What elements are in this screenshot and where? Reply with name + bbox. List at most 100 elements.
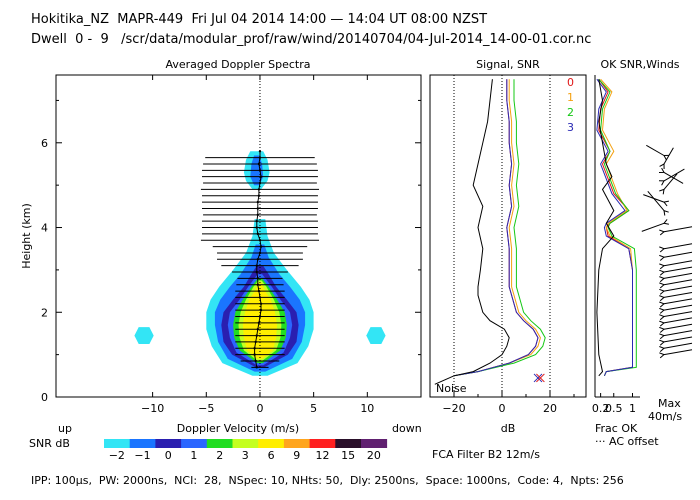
wind-barb bbox=[663, 173, 678, 190]
signal-frame bbox=[429, 74, 587, 398]
snr-line-3 bbox=[453, 79, 539, 377]
colorbar-swatch bbox=[129, 439, 156, 448]
colorbar-swatch bbox=[258, 439, 285, 448]
wind-barb-head bbox=[659, 282, 665, 289]
mean-velocity-point bbox=[255, 219, 258, 223]
colorbar: −2 −1 0 1 2 3 6 9 12 15 20 bbox=[104, 439, 388, 462]
winds-title: OK SNR,Winds bbox=[600, 58, 679, 71]
mean-velocity-point bbox=[259, 175, 263, 178]
fracok-line-0 bbox=[598, 78, 633, 377]
y-tick-label: 0 bbox=[41, 391, 48, 404]
mean-velocity-point bbox=[255, 366, 258, 369]
colorbar-tick-label: 12 bbox=[316, 449, 330, 462]
fca-filter-label: FCA Filter B2 12m/s bbox=[432, 448, 540, 461]
spectra-ylabel: Height (km) bbox=[20, 203, 33, 269]
contour-6-db bbox=[242, 282, 278, 359]
wind-barb-head bbox=[659, 246, 665, 253]
colorbar-swatch bbox=[181, 439, 208, 448]
winds-xlabel: Frac OK bbox=[595, 422, 638, 435]
wind-barb bbox=[663, 336, 693, 343]
wind-barb bbox=[663, 342, 693, 349]
mean-velocity-point bbox=[258, 251, 262, 255]
signal-xlabel: dB bbox=[501, 422, 516, 435]
wind-barb bbox=[663, 311, 693, 317]
y-tick-label: 4 bbox=[41, 222, 48, 235]
wind-barb bbox=[663, 304, 693, 311]
colorbar-tick-label: 20 bbox=[367, 449, 381, 462]
mean-velocity-point bbox=[258, 296, 262, 299]
wind-barb bbox=[663, 266, 693, 273]
wind-barb-head bbox=[659, 229, 665, 236]
noise-label: Noise bbox=[436, 382, 467, 395]
colorbar-tick-label: 15 bbox=[341, 449, 355, 462]
winds-max-value: 40m/s bbox=[648, 410, 682, 423]
wind-barb-head bbox=[663, 154, 670, 161]
mean-velocity-point bbox=[255, 226, 258, 229]
wind-barb-head bbox=[663, 209, 669, 216]
mean-velocity-point bbox=[256, 200, 260, 204]
fracok-lines bbox=[596, 78, 637, 377]
mean-velocity-point bbox=[256, 277, 260, 280]
x-tick-label: 0 bbox=[499, 402, 506, 415]
colorbar-tick-label: 2 bbox=[216, 449, 223, 462]
fracok-line-3 bbox=[596, 78, 633, 377]
x-tick-label: 0 bbox=[256, 402, 263, 415]
header-file-path: Dwell 0 - 9 /scr/data/modular_prof/raw/w… bbox=[31, 32, 592, 47]
label-down: down bbox=[392, 422, 422, 435]
wind-barb bbox=[663, 168, 685, 182]
wind-barb-head bbox=[658, 180, 665, 186]
label-up: up bbox=[58, 422, 72, 435]
wind-barb-head bbox=[659, 269, 665, 276]
x-tick-label: 5 bbox=[310, 402, 317, 415]
colorbar-tick-label: 0 bbox=[165, 449, 172, 462]
wind-barb-head bbox=[659, 333, 665, 340]
colorbar-tick-label: 9 bbox=[293, 449, 300, 462]
mean-velocity-point bbox=[258, 150, 262, 153]
mean-velocity-point bbox=[257, 289, 261, 293]
winds-axes: 0.20.5 1 bbox=[592, 393, 636, 415]
wind-barb-head bbox=[659, 320, 665, 327]
colorbar-tick-label: 6 bbox=[268, 449, 275, 462]
mean-velocity-point bbox=[255, 334, 258, 337]
fracok-line-ac-offset bbox=[596, 79, 615, 377]
wind-barb bbox=[663, 323, 693, 330]
winds-ac-offset: ··· AC offset bbox=[595, 435, 659, 448]
wind-barb bbox=[663, 317, 693, 324]
signal-legend: 0 1 2 3 bbox=[567, 76, 574, 134]
spectra-xlabel: Doppler Velocity (m/s) bbox=[177, 422, 299, 435]
wind-barb-head bbox=[659, 326, 665, 333]
mean-velocity-point bbox=[256, 232, 260, 236]
snr-line-0 bbox=[453, 79, 539, 377]
y-tick-label: 2 bbox=[41, 306, 48, 319]
wind-barb-head bbox=[659, 346, 665, 352]
mean-velocity-point bbox=[256, 213, 260, 217]
mean-velocity-point bbox=[259, 308, 263, 312]
wind-barb-head bbox=[659, 339, 665, 346]
mean-velocity-point bbox=[257, 321, 261, 325]
wind-barb-head bbox=[659, 288, 665, 295]
colorbar-swatch bbox=[232, 439, 259, 448]
x-tick-label: −20 bbox=[442, 402, 465, 415]
wind-barb bbox=[643, 194, 665, 203]
legend-entry: 0 bbox=[567, 76, 574, 89]
noise-marker bbox=[533, 373, 543, 383]
fracok-line-2 bbox=[598, 78, 637, 377]
snr-line-2 bbox=[453, 79, 546, 377]
mean-velocity-point bbox=[257, 188, 261, 191]
spectra-axes: −10 −5 0 5 10 0 2 4 6 bbox=[41, 75, 421, 415]
mean-velocity-point bbox=[255, 264, 258, 267]
wind-barb-head bbox=[659, 254, 665, 261]
winds-max-label: Max bbox=[658, 397, 681, 410]
mean-velocity-point bbox=[256, 207, 260, 210]
mean-velocity-point bbox=[255, 270, 258, 274]
x-tick-label: −5 bbox=[198, 402, 214, 415]
mean-velocity-point bbox=[258, 239, 262, 242]
mean-velocity-point bbox=[256, 328, 260, 331]
colorbar-tick-label: −1 bbox=[134, 449, 150, 462]
wind-barb bbox=[663, 292, 693, 298]
wind-barb-head bbox=[659, 352, 665, 359]
signal-axes: −20 0 20 bbox=[442, 391, 575, 415]
footer-params: IPP: 100μs, PW: 2000ns, NCI: 28, NSpec: … bbox=[31, 474, 624, 487]
mean-velocity-point bbox=[259, 302, 263, 305]
